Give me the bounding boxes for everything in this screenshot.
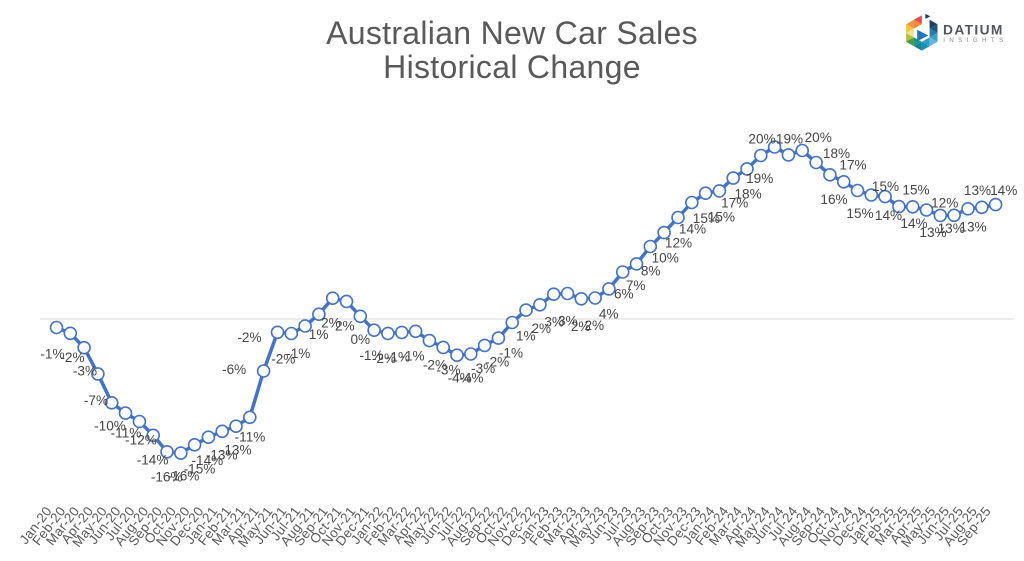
svg-text:-1%: -1% [40, 347, 64, 362]
svg-text:15%: 15% [846, 206, 873, 221]
svg-text:14%: 14% [679, 222, 706, 237]
svg-text:-3%: -3% [73, 364, 97, 379]
svg-text:-4%: -4% [459, 371, 483, 386]
svg-text:8%: 8% [641, 263, 661, 278]
svg-text:20%: 20% [748, 131, 775, 146]
svg-text:14%: 14% [900, 216, 927, 231]
svg-text:-6%: -6% [222, 362, 246, 377]
svg-text:15%: 15% [708, 209, 735, 224]
svg-text:3%: 3% [558, 314, 578, 329]
svg-text:17%: 17% [839, 157, 866, 172]
svg-text:-13%: -13% [220, 443, 252, 458]
svg-text:-13%: -13% [206, 448, 238, 463]
svg-text:-15%: -15% [184, 462, 216, 477]
svg-text:4%: 4% [599, 306, 619, 321]
svg-text:-2%: -2% [485, 354, 509, 369]
svg-text:15%: 15% [902, 182, 929, 197]
svg-text:19%: 19% [746, 171, 773, 186]
svg-text:19%: 19% [776, 132, 803, 147]
svg-text:10%: 10% [652, 250, 679, 265]
svg-text:-14%: -14% [137, 452, 169, 467]
svg-text:-2%: -2% [372, 351, 396, 366]
svg-text:Australian New Car Sales: Australian New Car Sales [326, 15, 698, 51]
svg-text:INSIGHTS: INSIGHTS [943, 37, 1007, 44]
svg-text:18%: 18% [734, 186, 761, 201]
svg-text:-11%: -11% [111, 426, 142, 441]
svg-text:-1%: -1% [286, 346, 310, 361]
svg-text:14%: 14% [875, 208, 902, 223]
svg-text:13%: 13% [919, 225, 946, 240]
svg-text:14%: 14% [990, 183, 1017, 198]
svg-text:15%: 15% [693, 211, 720, 226]
svg-text:-3%: -3% [436, 363, 460, 378]
svg-text:-1%: -1% [359, 348, 383, 363]
svg-text:-16%: -16% [151, 470, 183, 485]
svg-text:-1%: -1% [400, 349, 424, 364]
svg-text:-4%: -4% [448, 371, 472, 386]
svg-text:2%: 2% [571, 319, 591, 334]
svg-text:DATIUM: DATIUM [943, 23, 1004, 38]
svg-text:20%: 20% [805, 130, 832, 145]
svg-text:13%: 13% [959, 220, 986, 235]
svg-text:1%: 1% [516, 328, 536, 343]
svg-text:-12%: -12% [125, 433, 157, 448]
svg-text:-2%: -2% [237, 330, 261, 345]
svg-text:6%: 6% [614, 286, 634, 301]
svg-text:1%: 1% [309, 327, 329, 342]
svg-text:-14%: -14% [192, 453, 224, 468]
svg-text:-1%: -1% [499, 346, 523, 361]
svg-text:2%: 2% [531, 321, 551, 336]
svg-text:-7%: -7% [84, 393, 108, 408]
svg-text:2%: 2% [335, 318, 355, 333]
svg-text:0%: 0% [350, 332, 370, 347]
svg-text:-16%: -16% [168, 468, 200, 483]
svg-text:12%: 12% [931, 196, 958, 211]
svg-text:-11%: -11% [235, 430, 266, 445]
svg-text:17%: 17% [721, 196, 748, 211]
svg-text:Historical Change: Historical Change [383, 49, 641, 85]
svg-text:18%: 18% [823, 146, 850, 161]
svg-text:2%: 2% [584, 318, 604, 333]
svg-text:16%: 16% [820, 192, 847, 207]
svg-text:3%: 3% [544, 314, 564, 329]
svg-text:13%: 13% [964, 183, 991, 198]
svg-text:-2%: -2% [423, 358, 447, 373]
svg-text:-10%: -10% [94, 419, 126, 434]
svg-text:-2%: -2% [60, 350, 84, 365]
svg-text:-3%: -3% [471, 361, 495, 376]
svg-text:13%: 13% [938, 221, 965, 236]
svg-text:2%: 2% [321, 315, 341, 330]
svg-text:15%: 15% [872, 179, 899, 194]
svg-text:-1%: -1% [386, 350, 410, 365]
svg-text:12%: 12% [665, 236, 692, 251]
svg-text:-2%: -2% [271, 352, 295, 367]
svg-text:7%: 7% [626, 278, 646, 293]
